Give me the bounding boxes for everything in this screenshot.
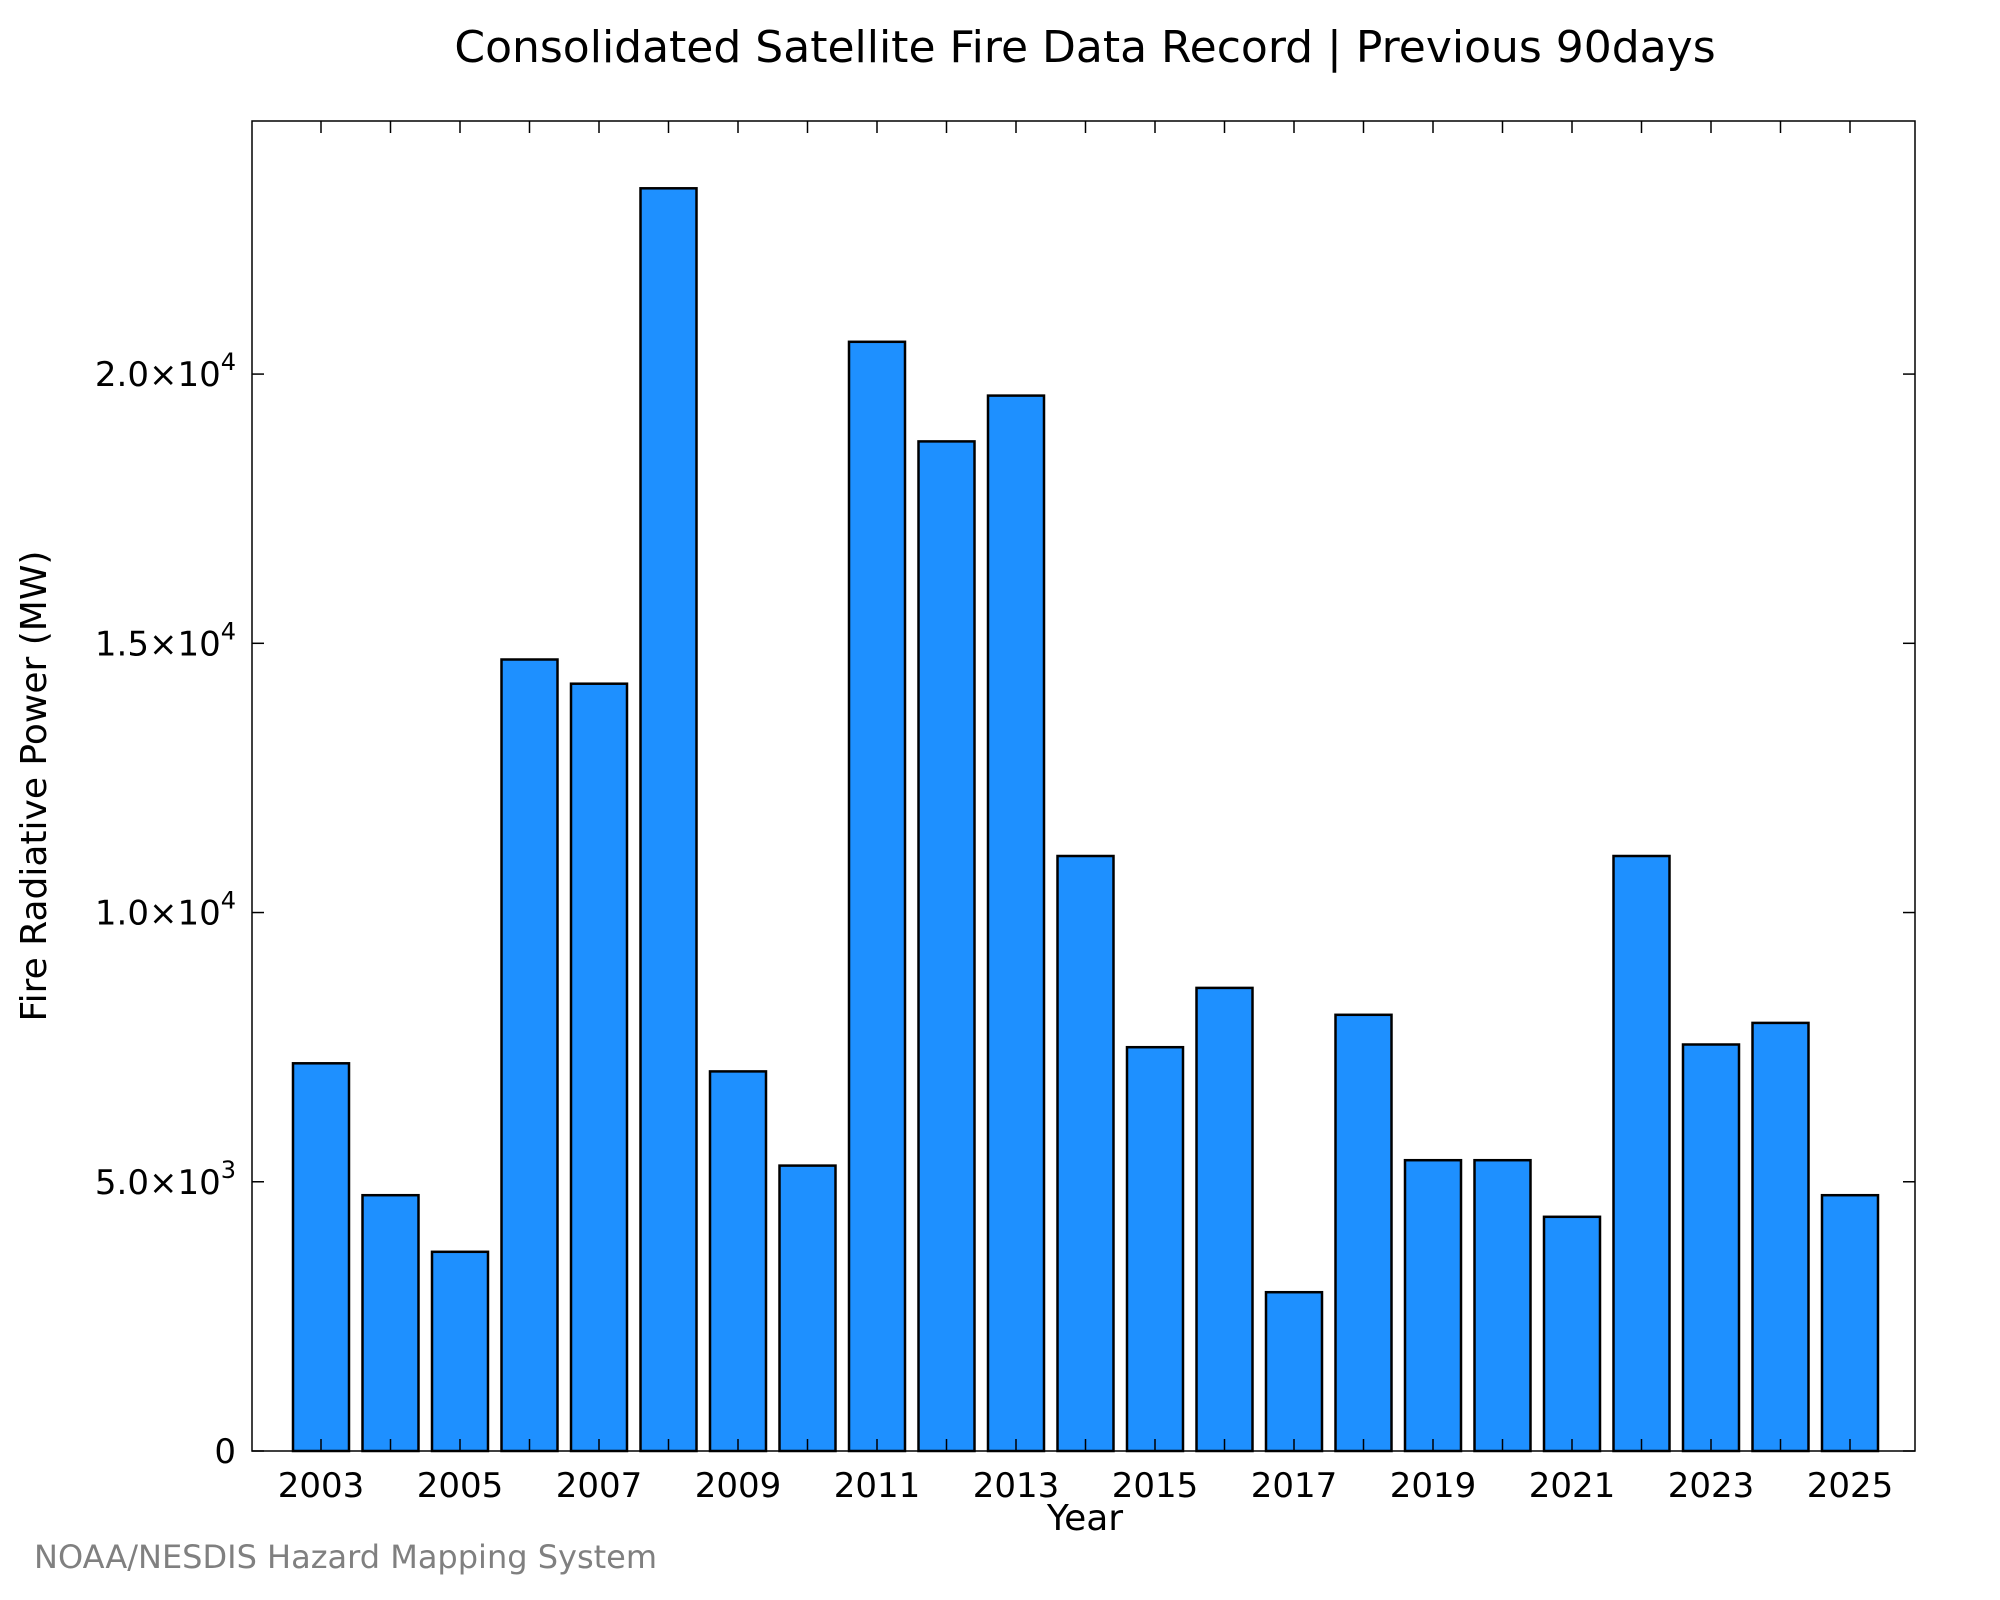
plot-frame xyxy=(251,120,1916,1452)
x-axis: 2003 2005 2007 2009 2011 2013 2015 2017 2019 2021… xyxy=(278,121,1894,1506)
bar-2006 xyxy=(500,658,559,1453)
bar-2013 xyxy=(986,394,1046,1453)
y-tick-label: 0 xyxy=(214,1432,236,1472)
y-tick-label: 1.0×104 xyxy=(95,887,236,934)
bar-2012 xyxy=(917,440,976,1453)
x-tick-label: 2009 xyxy=(695,1466,782,1506)
x-tick-label: 2025 xyxy=(1807,1466,1894,1506)
bar-2014 xyxy=(1056,854,1115,1453)
bar-2017 xyxy=(1264,1290,1324,1453)
y-axis-label: Fire Radiative Power (MW) xyxy=(14,551,55,1022)
x-tick-label: 2011 xyxy=(834,1466,921,1506)
bar-2003 xyxy=(291,1062,351,1453)
bar-2009 xyxy=(708,1070,768,1453)
bar-2015 xyxy=(1125,1045,1185,1453)
x-tick-label: 2003 xyxy=(278,1466,365,1506)
x-tick-label: 2013 xyxy=(973,1466,1060,1506)
bar-2004 xyxy=(361,1193,420,1453)
x-tick-label: 2019 xyxy=(1390,1466,1477,1506)
bar-2021 xyxy=(1542,1215,1602,1453)
y-tick-label: 5.0×103 xyxy=(95,1156,236,1203)
x-tick-label: 2005 xyxy=(417,1466,504,1506)
bar-2008 xyxy=(639,187,698,1453)
x-tick-label: 2021 xyxy=(1529,1466,1616,1506)
x-tick-label: 2017 xyxy=(1251,1466,1338,1506)
bar-2018 xyxy=(1334,1013,1393,1453)
y-tick-label: 2.0×104 xyxy=(95,348,236,395)
y-tick-label: 1.5×104 xyxy=(95,617,236,664)
bar-2016 xyxy=(1195,986,1254,1453)
bar-2019 xyxy=(1403,1158,1463,1453)
bar-2024 xyxy=(1751,1021,1810,1453)
x-tick-label: 2023 xyxy=(1668,1466,1755,1506)
bar-2025 xyxy=(1820,1193,1880,1453)
credit-text: NOAA/NESDIS Hazard Mapping System xyxy=(34,1538,658,1576)
bar-2011 xyxy=(847,340,907,1453)
bar-2022 xyxy=(1612,854,1671,1453)
bar-2020 xyxy=(1473,1158,1532,1453)
bar-2007 xyxy=(569,682,629,1453)
bar-2010 xyxy=(778,1164,837,1453)
y-axis: 0 5.0×103 1.0×104 1.5×104 2.0×104 xyxy=(95,348,1915,1472)
bars-group xyxy=(291,187,1880,1453)
x-tick-label: 2015 xyxy=(1112,1466,1199,1506)
x-tick-label: 2007 xyxy=(556,1466,643,1506)
chart-title: Consolidated Satellite Fire Data Record … xyxy=(454,22,1715,73)
bar-2005 xyxy=(430,1250,490,1453)
x-axis-label: Year xyxy=(1046,1498,1123,1539)
bar-2023 xyxy=(1681,1043,1741,1453)
